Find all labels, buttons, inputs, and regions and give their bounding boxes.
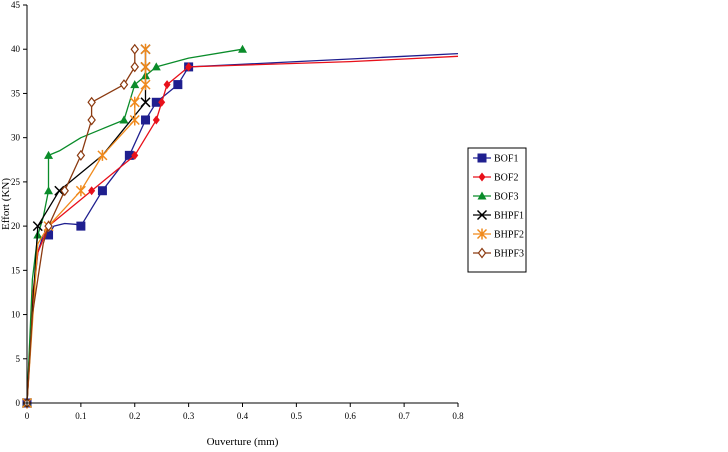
data-point-bof2 [152,115,160,125]
data-point-bhpf3 [76,149,86,161]
series-bof2 [23,55,459,408]
y-tick-label: 45 [11,0,21,10]
data-point-bhpf3 [44,220,53,232]
data-point-bof3 [238,44,247,53]
y-tick-label: 20 [11,221,21,231]
legend-box [467,147,527,273]
data-point-bof3 [44,150,54,159]
data-point-bhpf1 [54,185,65,196]
data-point-bhpf3 [130,43,140,55]
data-point-bof2 [88,186,96,196]
data-point-bof1 [76,221,86,231]
y-tick-label: 35 [11,88,21,98]
y-tick-label: 40 [11,44,21,54]
y-tick-label: 25 [11,177,21,187]
data-point-bhpf2 [140,43,151,55]
data-point-bhpf2 [140,61,151,73]
data-point-bof1 [44,230,54,240]
x-tick-label: 0.4 [237,411,249,421]
legend-label-bhpf1: BHPF1 [494,211,524,222]
legend-marker-bhpf1 [476,209,488,221]
y-tick-label: 10 [11,310,21,320]
data-point-bhpf2 [129,96,140,108]
x-tick-label: 0.2 [129,411,140,421]
x-axis-title: Ouverture (mm) [207,436,279,448]
data-point-bof3 [44,186,54,195]
data-point-bof3 [151,62,161,71]
x-tick-label: 0.3 [183,411,195,421]
legend-label-bof3: BOF3 [494,192,518,203]
data-point-bhpf2 [140,79,151,91]
legend-marker-bof3 [477,191,487,200]
y-tick-label: 5 [16,354,21,364]
data-point-bhpf2 [97,149,108,161]
data-point-bof2 [163,80,171,90]
legend-marker-bhpf3 [477,247,487,259]
legend-marker-bhpf2 [476,228,488,240]
x-tick-label: 0.1 [75,411,86,421]
data-point-bhpf3 [87,96,96,108]
series-bhpf3 [22,43,140,409]
series-bhpf2 [21,43,151,409]
legend-marker-bof1 [477,153,487,163]
data-point-bof2 [185,62,193,72]
data-point-bhpf3 [119,79,129,91]
data-point-bhpf1 [140,97,151,108]
data-point-bof1 [141,115,151,125]
data-point-bhpf3 [130,61,140,73]
data-point-bhpf3 [60,185,69,197]
legend: BOF1 BOF2 BOF3 BHPF1 BHPF2 BHPF3 [467,147,527,273]
data-point-bof1 [173,80,183,90]
data-point-bof1 [124,150,134,160]
x-tick-label: 0 [25,411,30,421]
data-point-bof2 [131,150,139,160]
data-point-bof1 [97,186,107,196]
legend-marker-bof2 [478,172,486,182]
y-tick-label: 0 [16,398,21,408]
data-point-bof3 [119,115,129,124]
data-point-bof2 [158,97,166,107]
x-tick-label: 0.6 [345,411,357,421]
legend-label-bhpf3: BHPF3 [494,249,524,260]
data-point-bhpf2 [75,185,86,197]
series-bof3 [22,44,247,407]
x-tick-label: 0.7 [399,411,411,421]
x-tick-label: 0.5 [291,411,303,421]
data-point-bhpf3 [87,114,96,126]
x-tick-label: 0.8 [452,411,464,421]
legend-label-bof1: BOF1 [494,154,518,165]
y-axis-title: Effort (KN) [0,178,12,230]
y-tick-label: 15 [11,265,21,275]
data-point-bhpf2 [129,114,140,126]
legend-label-bof2: BOF2 [494,173,518,184]
series-layer [21,43,459,409]
data-point-bhpf1 [32,221,43,232]
series-bof1 [22,52,459,408]
axes-layer: 0 0.1 0.2 0.3 0.4 0.5 0.6 0.7 0.8 0 5 10 15 20 25 30 35 4… [11,0,464,421]
y-tick-label: 30 [11,133,21,143]
data-point-bof3 [130,80,140,89]
legend-label-bhpf2: BHPF2 [494,230,524,241]
data-point-bof1 [151,97,161,107]
